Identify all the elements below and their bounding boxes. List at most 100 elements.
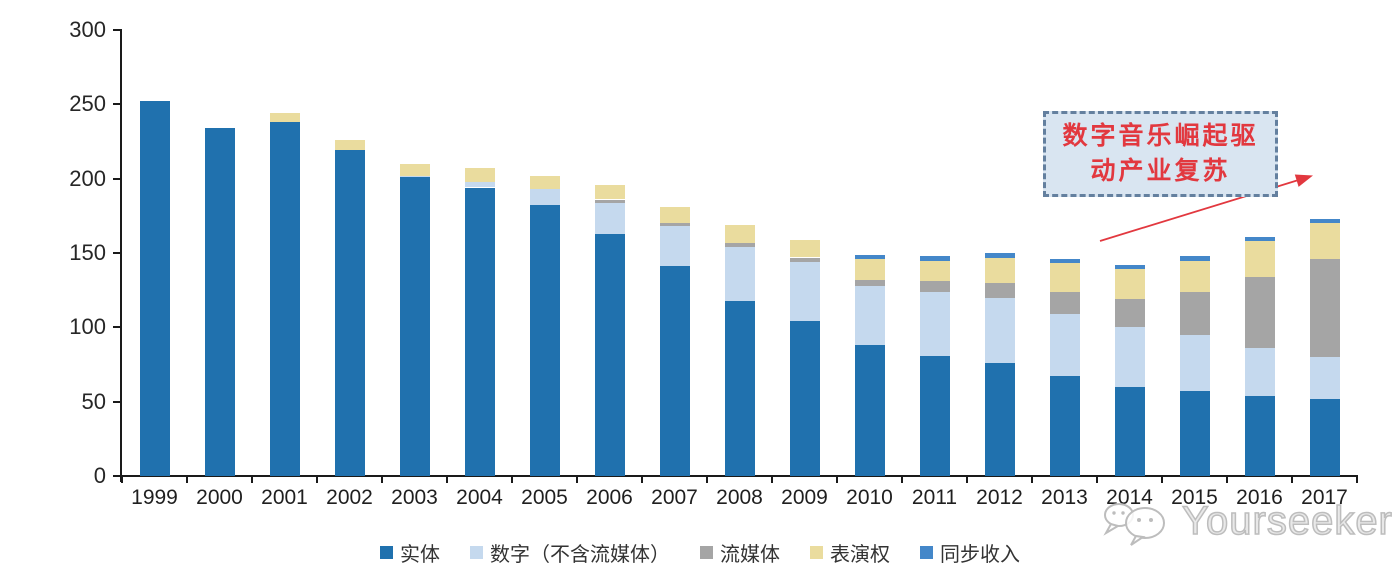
- x-axis-label: 2017: [1301, 486, 1348, 509]
- x-axis-label: 2008: [716, 486, 763, 509]
- bar-segment-physical-2001: [269, 122, 300, 476]
- legend-label-performance-rights: 表演权: [830, 544, 890, 566]
- bar-segment-streaming-2007: [659, 223, 690, 227]
- bar-segment-physical-2012: [984, 363, 1015, 476]
- bar-segment-streaming-2011: [919, 281, 950, 292]
- legend-item-streaming: 流媒体: [700, 538, 780, 567]
- bar-segment-streaming-2009: [789, 257, 820, 262]
- x-axis-label: 2005: [521, 486, 568, 509]
- bar-segment-sync-revenue-2017: [1309, 218, 1340, 224]
- x-axis-line: [120, 475, 1358, 477]
- bar-segment-physical-2002: [334, 150, 365, 476]
- bar-segment-physical-2009: [789, 321, 820, 476]
- bar-segment-performance-rights-2014: [1114, 269, 1145, 300]
- legend-swatch-performance-rights: [810, 546, 823, 559]
- x-axis-tick: [706, 477, 708, 483]
- bar-segment-physical-2006: [594, 233, 625, 476]
- x-axis-label: 2006: [586, 486, 633, 509]
- x-axis-label: 2010: [846, 486, 893, 509]
- x-axis-tick: [1161, 477, 1163, 483]
- bar-segment-streaming-2008: [724, 242, 755, 248]
- x-axis-tick: [1096, 477, 1098, 483]
- bar-segment-physical-2007: [659, 266, 690, 476]
- x-axis-tick: [511, 477, 513, 483]
- x-axis-tick: [316, 477, 318, 483]
- x-axis-tick: [1031, 477, 1033, 483]
- y-axis-label: 50: [81, 388, 106, 414]
- legend-item-sync-revenue: 同步收入: [920, 538, 1020, 567]
- bar-segment-sync-revenue-2014: [1114, 264, 1145, 270]
- bar-segment-physical-2010: [854, 345, 885, 476]
- bar-segment-digital-excl-streaming-2008: [724, 247, 755, 301]
- legend-label-digital-excl-streaming: 数字（不含流媒体）: [490, 544, 670, 566]
- bar-segment-physical-2008: [724, 300, 755, 476]
- legend-swatch-digital-excl-streaming: [470, 546, 483, 559]
- bar-segment-physical-2005: [529, 205, 560, 476]
- bar-segment-digital-excl-streaming-2017: [1309, 357, 1340, 399]
- legend-item-digital-excl-streaming: 数字（不含流媒体）: [470, 538, 670, 567]
- bar-segment-physical-2017: [1309, 398, 1340, 476]
- y-axis-label: 0: [93, 463, 106, 488]
- bar-segment-performance-rights-2015: [1179, 260, 1210, 292]
- bar-segment-digital-excl-streaming-2015: [1179, 334, 1210, 392]
- bar-segment-digital-excl-streaming-2005: [529, 189, 560, 206]
- bar-segment-streaming-2017: [1309, 258, 1340, 357]
- x-axis-tick: [1356, 477, 1358, 483]
- bar-segment-digital-excl-streaming-2014: [1114, 327, 1145, 387]
- bar-segment-streaming-2006: [594, 199, 625, 203]
- bar-segment-performance-rights-2012: [984, 257, 1015, 283]
- y-axis-label: 100: [69, 314, 106, 340]
- legend-item-performance-rights: 表演权: [810, 538, 890, 567]
- y-axis-label: 150: [69, 240, 106, 265]
- x-axis-tick: [186, 477, 188, 483]
- x-axis-tick: [121, 477, 123, 483]
- y-axis-label: 200: [69, 165, 106, 191]
- y-axis-tick: [113, 103, 122, 106]
- bar-segment-performance-rights-2010: [854, 258, 885, 280]
- bar-segment-digital-excl-streaming-2016: [1244, 348, 1275, 396]
- bar-segment-sync-revenue-2011: [919, 256, 950, 261]
- x-axis-tick: [641, 477, 643, 483]
- bar-segment-streaming-2012: [984, 282, 1015, 298]
- x-axis-tick: [251, 477, 253, 483]
- yourseeker-logo-icon: [1103, 503, 1165, 546]
- x-axis-label: 2015: [1171, 486, 1218, 509]
- legend-swatch-streaming: [700, 546, 713, 559]
- watermark: Yourseeker: [1100, 494, 1393, 548]
- bar-segment-sync-revenue-2012: [984, 253, 1015, 258]
- legend-item-physical: 实体: [380, 538, 440, 567]
- annotation-callout-box: 数字音乐崛起驱 动产业复苏: [1043, 111, 1278, 197]
- bar-segment-digital-excl-streaming-2004: [464, 181, 495, 188]
- bar-segment-performance-rights-2016: [1244, 241, 1275, 277]
- x-axis-label: 2009: [781, 486, 828, 509]
- bar-segment-digital-excl-streaming-2012: [984, 297, 1015, 363]
- bar-segment-performance-rights-2003: [399, 163, 430, 176]
- bar-segment-digital-excl-streaming-2011: [919, 291, 950, 356]
- bar-segment-sync-revenue-2016: [1244, 236, 1275, 242]
- x-axis-label: 2002: [326, 486, 373, 509]
- x-axis-label: 2012: [976, 486, 1023, 509]
- x-axis-label: 2013: [1041, 486, 1088, 509]
- bar-segment-performance-rights-2005: [529, 175, 560, 190]
- bar-segment-performance-rights-2004: [464, 168, 495, 182]
- x-axis-tick: [901, 477, 903, 483]
- bar-segment-physical-2003: [399, 177, 430, 476]
- bar-segment-performance-rights-2011: [919, 260, 950, 282]
- x-axis-tick: [966, 477, 968, 483]
- bar-segment-digital-excl-streaming-2006: [594, 202, 625, 234]
- bar-segment-digital-excl-streaming-2007: [659, 226, 690, 267]
- bar-segment-sync-revenue-2010: [854, 254, 885, 259]
- y-axis-tick: [113, 177, 122, 180]
- bar-segment-performance-rights-2006: [594, 184, 625, 200]
- x-axis-tick: [836, 477, 838, 483]
- bar-segment-digital-excl-streaming-2003: [399, 175, 430, 178]
- y-axis-label: 300: [69, 17, 106, 42]
- bar-segment-physical-2011: [919, 355, 950, 476]
- x-axis-tick: [576, 477, 578, 483]
- bar-segment-streaming-2016: [1244, 276, 1275, 349]
- annotation-text-line2: 动产业复苏: [1090, 158, 1231, 185]
- y-axis-label: 250: [69, 91, 106, 117]
- y-axis-tick: [113, 252, 122, 254]
- watermark-brand-text: Yourseeker: [1181, 498, 1393, 544]
